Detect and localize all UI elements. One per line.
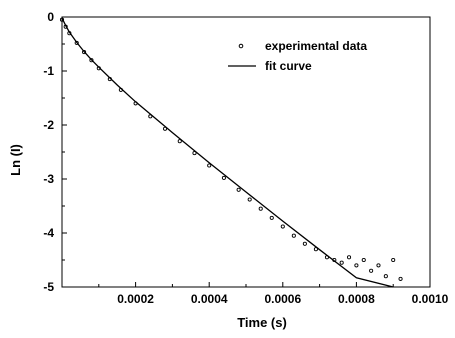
plot-area — [61, 16, 431, 288]
y-tick-label: 0 — [47, 10, 54, 24]
data-point — [369, 268, 374, 273]
data-point — [280, 224, 285, 229]
data-point — [383, 274, 388, 279]
y-tick-label: -4 — [43, 226, 54, 240]
data-point — [82, 50, 87, 55]
legend: experimental data fit curve — [228, 39, 367, 73]
x-tick-label: 0.0008 — [338, 292, 375, 306]
x-tick-label: 0.0006 — [264, 292, 301, 306]
data-point — [339, 260, 344, 265]
y-tick-label: -1 — [43, 64, 54, 78]
data-point — [207, 163, 212, 168]
data-point — [361, 257, 366, 263]
x-tick-label: 0.0004 — [191, 292, 228, 306]
data-point — [258, 206, 263, 211]
y-tick-label: -2 — [43, 118, 54, 132]
x-axis-title: Time (s) — [237, 315, 287, 330]
data-point — [269, 215, 274, 220]
x-tick-label: 0.0010 — [412, 292, 449, 306]
data-point — [398, 276, 403, 281]
data-point — [346, 255, 352, 260]
data-point — [291, 233, 296, 238]
legend-label-experimental-data: experimental data — [265, 39, 367, 53]
x-tick-label: 0.0002 — [117, 292, 154, 306]
data-point — [221, 175, 226, 180]
data-point — [391, 257, 396, 263]
plot-frame — [61, 16, 431, 288]
data-point — [89, 58, 94, 63]
data-point — [236, 187, 241, 192]
y-tick-label: -5 — [43, 280, 54, 294]
data-point — [302, 241, 307, 246]
data-point — [376, 263, 381, 268]
legend-marker-experimental-data — [238, 43, 244, 49]
x-axis-ticks: 0.0002 0.0004 0.0006 0.0008 0.0010 — [61, 282, 449, 306]
data-point — [247, 197, 252, 202]
legend-label-fit-curve: fit curve — [265, 59, 312, 73]
y-axis-title: Ln (I) — [8, 144, 23, 176]
y-tick-label: -3 — [43, 172, 54, 186]
fit-curve-line — [61, 17, 394, 288]
data-point — [177, 139, 182, 144]
y-axis-ticks: 0 -1 -2 -3 -4 -5 — [43, 10, 67, 294]
series-layer — [59, 17, 403, 288]
data-point — [354, 263, 359, 268]
